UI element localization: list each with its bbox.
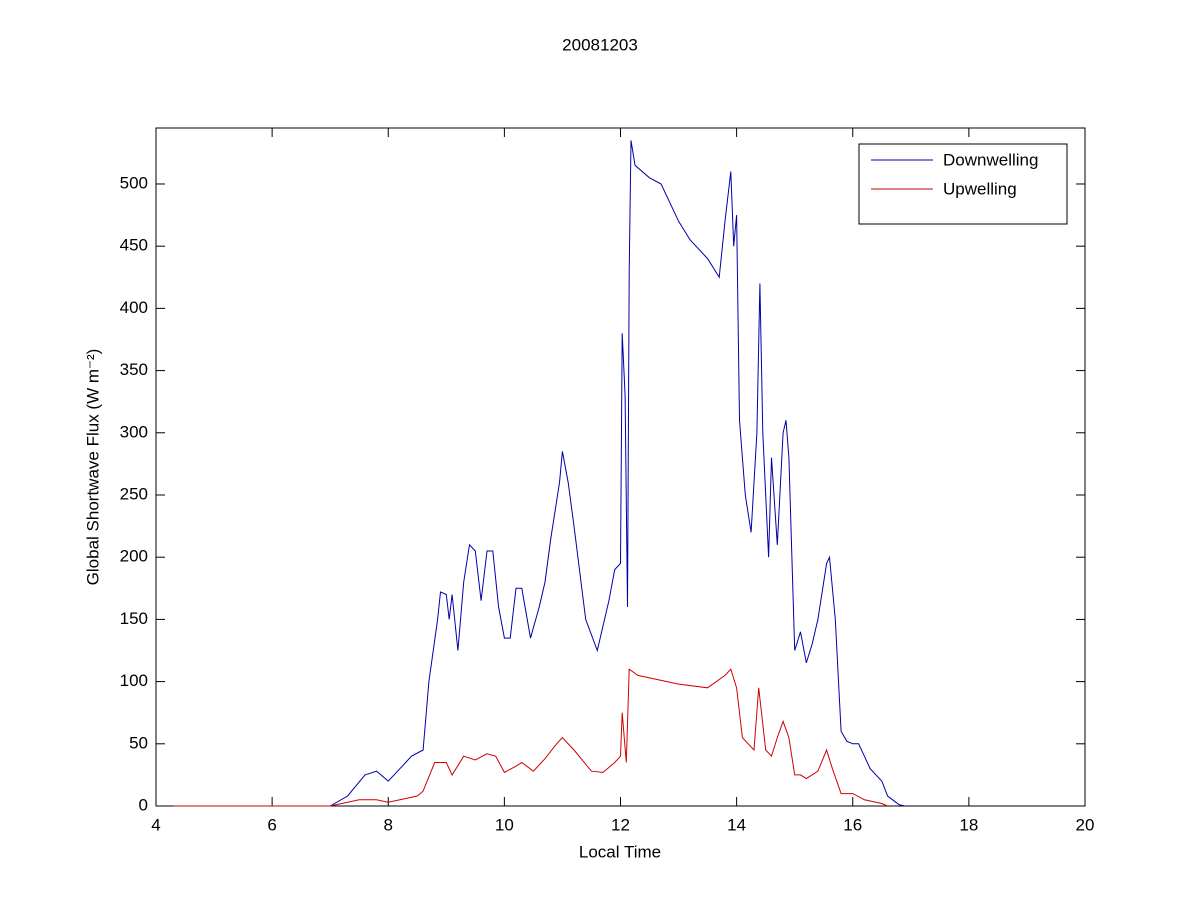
y-tick-label: 50 — [129, 733, 148, 752]
x-tick-label: 4 — [151, 815, 160, 834]
y-axis-label: Global Shortwave Flux (W m⁻²) — [83, 349, 102, 586]
y-tick-label: 250 — [120, 484, 148, 503]
x-tick-label: 8 — [384, 815, 393, 834]
legend-label: Downwelling — [943, 150, 1038, 169]
x-tick-label: 18 — [959, 815, 978, 834]
y-tick-label: 500 — [120, 173, 148, 192]
y-tick-label: 450 — [120, 236, 148, 255]
x-tick-label: 16 — [843, 815, 862, 834]
legend-label: Upwelling — [943, 179, 1017, 198]
x-tick-label: 12 — [611, 815, 630, 834]
x-tick-label: 6 — [267, 815, 276, 834]
y-tick-label: 150 — [120, 609, 148, 628]
y-tick-label: 0 — [139, 795, 148, 814]
y-tick-label: 100 — [120, 671, 148, 690]
x-tick-label: 10 — [495, 815, 514, 834]
y-tick-label: 350 — [120, 360, 148, 379]
data-line — [173, 140, 906, 807]
x-axis-label: Local Time — [579, 842, 661, 861]
y-tick-label: 400 — [120, 298, 148, 317]
legend-box — [858, 143, 1068, 225]
chart-title: 20081203 — [562, 35, 638, 54]
y-tick-label: 300 — [120, 422, 148, 441]
x-tick-label: 14 — [727, 815, 746, 834]
y-tick-label: 200 — [120, 547, 148, 566]
x-tick-label: 20 — [1076, 815, 1095, 834]
data-line — [173, 668, 888, 807]
